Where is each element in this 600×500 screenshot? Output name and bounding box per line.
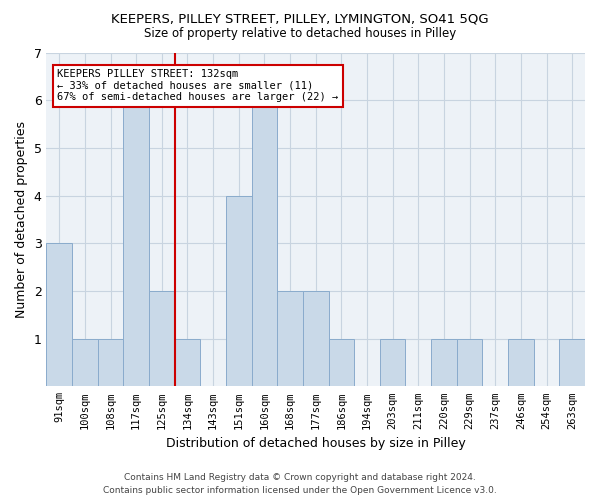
Bar bbox=[277, 291, 303, 386]
Bar bbox=[380, 338, 406, 386]
Bar bbox=[124, 100, 149, 386]
Bar bbox=[226, 196, 251, 386]
Bar bbox=[149, 291, 175, 386]
X-axis label: Distribution of detached houses by size in Pilley: Distribution of detached houses by size … bbox=[166, 437, 466, 450]
Bar bbox=[251, 100, 277, 386]
Text: Size of property relative to detached houses in Pilley: Size of property relative to detached ho… bbox=[144, 28, 456, 40]
Bar bbox=[72, 338, 98, 386]
Bar bbox=[457, 338, 482, 386]
Text: KEEPERS PILLEY STREET: 132sqm
← 33% of detached houses are smaller (11)
67% of s: KEEPERS PILLEY STREET: 132sqm ← 33% of d… bbox=[57, 69, 338, 102]
Y-axis label: Number of detached properties: Number of detached properties bbox=[15, 121, 28, 318]
Bar bbox=[329, 338, 354, 386]
Bar bbox=[175, 338, 200, 386]
Bar bbox=[508, 338, 534, 386]
Bar bbox=[303, 291, 329, 386]
Bar bbox=[98, 338, 124, 386]
Text: Contains HM Land Registry data © Crown copyright and database right 2024.
Contai: Contains HM Land Registry data © Crown c… bbox=[103, 474, 497, 495]
Text: KEEPERS, PILLEY STREET, PILLEY, LYMINGTON, SO41 5QG: KEEPERS, PILLEY STREET, PILLEY, LYMINGTO… bbox=[111, 12, 489, 26]
Bar bbox=[559, 338, 585, 386]
Bar bbox=[431, 338, 457, 386]
Bar bbox=[46, 243, 72, 386]
